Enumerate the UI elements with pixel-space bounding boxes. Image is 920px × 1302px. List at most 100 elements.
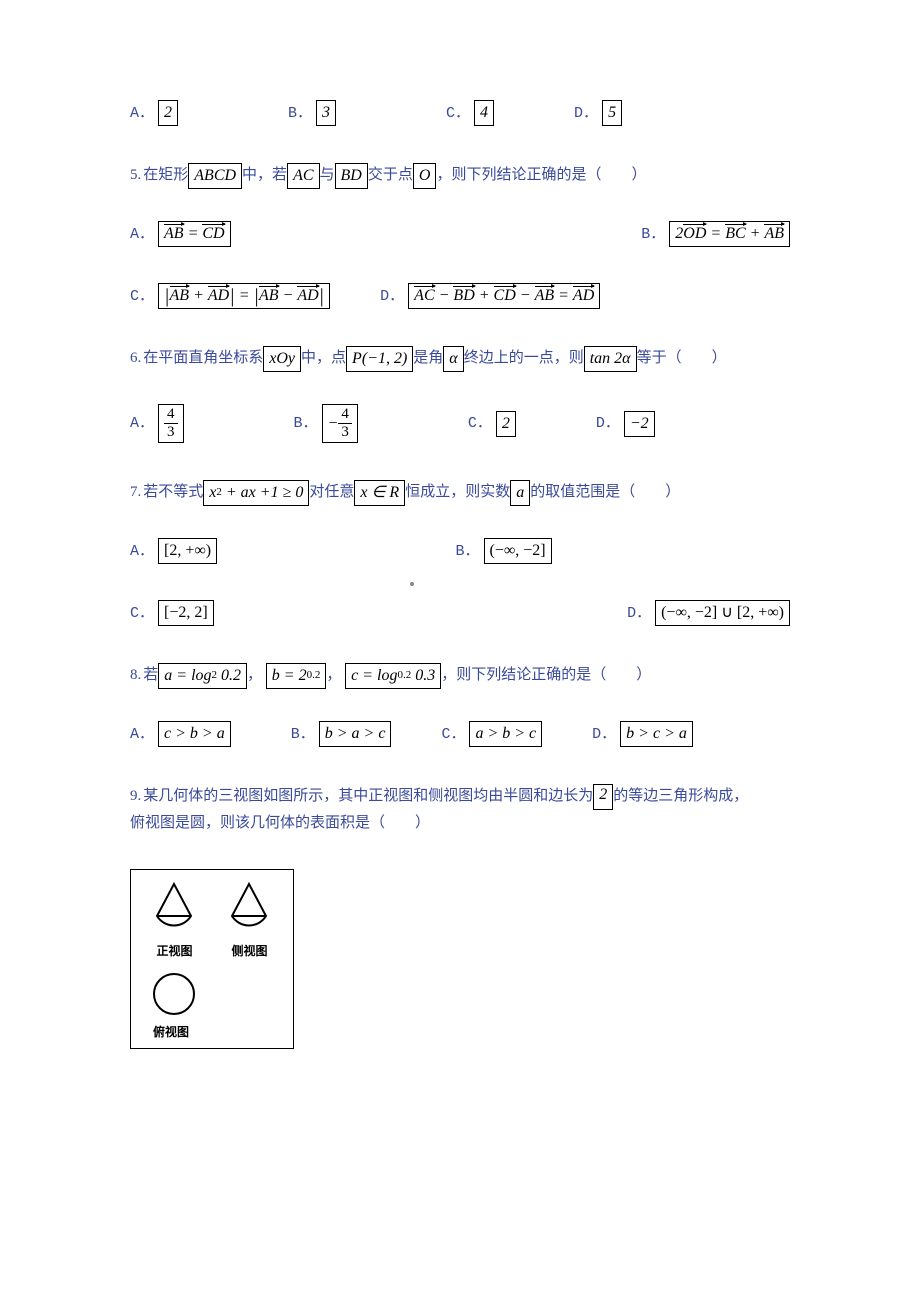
option-value: [−2, 2] [158, 600, 214, 626]
diagram-bottom-row [137, 969, 287, 1019]
q8-stem: 8. 若 a = log2 0.2 ， b = 20.2 ， c = log0.… [130, 662, 790, 689]
option-label: C． [130, 289, 154, 304]
option-value: −43 [322, 404, 358, 443]
option-value: a > b > c [469, 721, 542, 747]
question-number: 7. [130, 479, 141, 506]
math-box: BD [335, 163, 368, 189]
question-number: 9. [130, 788, 141, 804]
q7-options-row-2: C． [−2, 2] D． (−∞, −2] ∪ [2, +∞) [130, 600, 790, 626]
question-number: 6. [130, 345, 141, 372]
q7-option-a[interactable]: A． [2, +∞) [130, 538, 217, 564]
option-label: C． [446, 106, 470, 121]
option-value: b > c > a [620, 721, 693, 747]
stem-text: 在矩形 [143, 162, 188, 189]
option-value: AB = CD [158, 221, 231, 247]
q8-option-b[interactable]: B． b > a > c [291, 721, 392, 747]
math-box: α [443, 346, 463, 372]
question-number: 5. [130, 162, 141, 189]
option-value: 5 [602, 100, 622, 126]
q5-option-c[interactable]: C． |AB + AD| = |AB − AD| [130, 283, 330, 309]
q5-options-row-1: A． AB = CD B． 2OD = BC + AB [130, 221, 790, 247]
option-value: |AB + AD| = |AB − AD| [158, 283, 330, 309]
page: A． 2 B． 3 C． 4 D． 5 5. 在矩形 ABCD 中，若 AC 与… [0, 0, 920, 1109]
option-label: A． [130, 106, 154, 121]
q5-option-d[interactable]: D． AC − BD + CD − AB = AD [380, 283, 600, 309]
option-value: AC − BD + CD − AB = AD [408, 283, 600, 309]
math-box: O [413, 163, 437, 189]
stem-text: ，则下列结论正确的是（ ） [436, 162, 646, 189]
q6-options-row: A． 43 B． −43 C． 2 D． −2 [130, 404, 790, 443]
q4-option-c[interactable]: C． 4 [446, 100, 494, 126]
q4-option-a[interactable]: A． 2 [130, 100, 178, 126]
q7-option-d[interactable]: D． (−∞, −2] ∪ [2, +∞) [627, 600, 790, 626]
option-value: c > b > a [158, 721, 231, 747]
diagram-label-row-1: 正视图 侧视图 [137, 942, 287, 959]
q4-option-b[interactable]: B． 3 [288, 100, 336, 126]
option-label: A． [130, 727, 154, 742]
q8-option-d[interactable]: D． b > c > a [592, 721, 693, 747]
top-view-label: 俯视图 [153, 1023, 189, 1040]
option-label: D． [380, 289, 404, 304]
option-label: C． [441, 727, 465, 742]
stem-text: 的等边三角形构成， [613, 788, 748, 804]
q5-option-a[interactable]: A． AB = CD [130, 221, 231, 247]
stem-text: ，则下列结论正确的是（ ） [441, 662, 651, 689]
q6-option-b[interactable]: B． −43 [294, 404, 358, 443]
q9-stem: 9.某几何体的三视图如图所示，其中正视图和侧视图均由半圆和边长为2的等边三角形构… [130, 783, 790, 837]
option-value: 2 [496, 411, 516, 437]
math-box: c = log0.2 0.3 [345, 663, 441, 689]
three-view-diagram: 正视图 侧视图 俯视图 [130, 869, 294, 1049]
front-view-icon [147, 880, 202, 938]
stem-text: 对任意 [309, 479, 354, 506]
stem-text: 俯视图是圆，则该几何体的表面积是（ ） [130, 815, 430, 831]
stem-text: 中，点 [301, 345, 346, 372]
option-label: A． [130, 227, 154, 242]
math-box: x ∈ R [354, 480, 405, 506]
option-value: 3 [316, 100, 336, 126]
q8-option-c[interactable]: C． a > b > c [441, 721, 542, 747]
math-box: b = 20.2 [266, 663, 327, 689]
math-box: P(−1, 2) [346, 346, 413, 372]
q6-option-a[interactable]: A． 43 [130, 404, 184, 443]
option-value: −2 [624, 411, 655, 437]
stem-text: 某几何体的三视图如图所示，其中正视图和侧视图均由半圆和边长为 [143, 788, 593, 804]
q7-options-row-1: A． [2, +∞) B． (−∞, −2] [130, 538, 790, 564]
side-view-icon [222, 880, 277, 938]
stem-text: ， [247, 662, 262, 689]
option-value: (−∞, −2] [484, 538, 552, 564]
stem-text: 若不等式 [143, 479, 203, 506]
q6-option-c[interactable]: C． 2 [468, 411, 516, 437]
diagram-label-row-2: 俯视图 [137, 1023, 287, 1040]
option-label: D． [596, 416, 620, 431]
q6-option-d[interactable]: D． −2 [596, 411, 655, 437]
q8-option-a[interactable]: A． c > b > a [130, 721, 231, 747]
stem-text: 的取值范围是（ ） [530, 479, 680, 506]
q4-option-d[interactable]: D． 5 [574, 100, 622, 126]
stem-text: 若 [143, 662, 158, 689]
option-label: B． [291, 727, 315, 742]
math-box: ABCD [188, 163, 242, 189]
q5-option-b[interactable]: B． 2OD = BC + AB [641, 221, 790, 247]
q7-option-b[interactable]: B． (−∞, −2] [456, 538, 552, 564]
option-value: [2, +∞) [158, 538, 217, 564]
option-label: A． [130, 416, 154, 431]
math-box: x2 + ax +1 ≥ 0 [203, 480, 309, 506]
stem-text: 是角 [413, 345, 443, 372]
q7-option-c[interactable]: C． [−2, 2] [130, 600, 214, 626]
q6-stem: 6. 在平面直角坐标系 xOy 中，点 P(−1, 2) 是角 α 终边上的一点… [130, 345, 790, 372]
diagram-top-row [137, 880, 287, 938]
side-view-label: 侧视图 [231, 942, 267, 959]
q5-options-row-2: C． |AB + AD| = |AB − AD| D． AC − BD + CD… [130, 283, 790, 309]
option-label: D． [574, 106, 598, 121]
option-label: A． [130, 544, 154, 559]
stem-text: 与 [320, 162, 335, 189]
math-box: AC [287, 163, 319, 189]
option-label: B． [456, 544, 480, 559]
option-label: B． [288, 106, 312, 121]
option-label: D． [592, 727, 616, 742]
q4-options-row: A． 2 B． 3 C． 4 D． 5 [130, 100, 790, 126]
option-label: D． [627, 606, 651, 621]
q5-stem: 5. 在矩形 ABCD 中，若 AC 与 BD 交于点 O ，则下列结论正确的是… [130, 162, 790, 189]
option-value: b > a > c [319, 721, 392, 747]
math-box: tan 2α [584, 346, 637, 372]
